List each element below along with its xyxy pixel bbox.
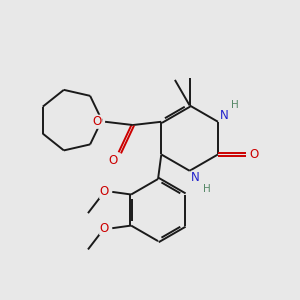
Text: H: H <box>231 100 239 110</box>
Text: O: O <box>92 115 102 128</box>
Text: O: O <box>100 185 109 198</box>
Text: O: O <box>249 148 258 161</box>
Text: O: O <box>108 154 118 167</box>
Text: H: H <box>202 184 210 194</box>
Text: N: N <box>220 109 228 122</box>
Text: O: O <box>100 222 109 235</box>
Text: N: N <box>191 171 200 184</box>
